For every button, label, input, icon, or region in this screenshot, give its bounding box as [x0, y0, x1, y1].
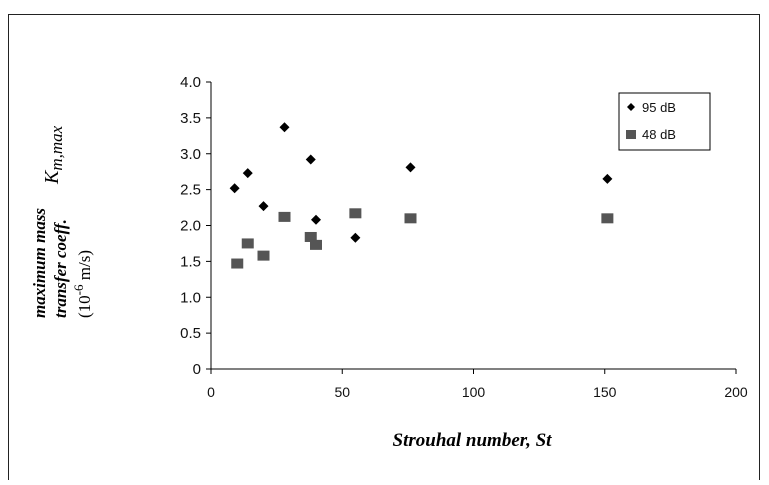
- data-point-95db: [405, 162, 416, 173]
- legend-square-marker: [626, 130, 636, 139]
- y-tick-label: 3.5: [180, 110, 201, 127]
- x-tick-label: 0: [207, 384, 215, 400]
- y-axis-title-symbol: Km,max: [41, 125, 66, 185]
- y-tick-label: 4.0: [180, 74, 201, 91]
- legend-diamond-marker: [627, 103, 635, 111]
- y-axis-title-line2: transfer coeff.: [51, 219, 70, 318]
- axes: [206, 81, 737, 374]
- data-point-48db: [404, 213, 417, 224]
- x-tick-label: 200: [724, 384, 748, 400]
- data-point-48db: [231, 258, 244, 269]
- data-point-95db: [279, 122, 290, 133]
- legend-box: [618, 92, 711, 151]
- y-tick-label: 2.0: [180, 218, 201, 235]
- legend: 95 dB 48 dB: [618, 92, 711, 151]
- data-point-48db: [601, 213, 614, 224]
- data-point-48db: [278, 211, 291, 222]
- y-axis-title: maximum mass transfer coeff. (10-6 m/s) …: [30, 125, 94, 318]
- y-tick-label: 3.0: [180, 146, 201, 163]
- data-point-95db: [242, 168, 253, 179]
- data-point-48db: [310, 239, 322, 250]
- y-tick-label: 1.5: [180, 253, 201, 270]
- tick-labels: 0 0.5 1.0 1.5 2.0 2.5 3.0 3.5 4.0 0 50 100 150 200: [180, 74, 748, 400]
- y-tick-label: 0.5: [180, 325, 201, 342]
- legend-label-95db: 95 dB: [642, 100, 676, 115]
- x-tick-label: 100: [462, 384, 486, 400]
- y-axis-title-line1: maximum mass: [30, 208, 49, 318]
- data-point-48db: [257, 250, 270, 261]
- data-point-95db: [229, 183, 240, 194]
- y-tick-label: 2.5: [180, 182, 201, 199]
- units-base: (10: [75, 295, 94, 318]
- y-axis-title-units: (10-6 m/s): [71, 250, 94, 318]
- data-point-95db: [350, 232, 361, 243]
- chart-frame: [8, 14, 760, 480]
- data-point-95db: [305, 154, 316, 165]
- symbol-subscript: m,max: [47, 125, 66, 170]
- y-tick-label: 1.0: [180, 289, 201, 306]
- units-suffix: m/s): [75, 250, 94, 284]
- x-tick-label: 150: [593, 384, 617, 400]
- data-point-48db: [241, 238, 254, 249]
- data-point-48db: [349, 208, 362, 219]
- x-tick-label: 50: [334, 384, 350, 400]
- data-points: [229, 122, 614, 269]
- data-point-95db: [258, 201, 269, 212]
- symbol-base: K: [41, 169, 63, 185]
- y-tick-label: 0: [193, 361, 201, 378]
- legend-label-48db: 48 dB: [642, 127, 676, 142]
- data-point-95db: [311, 214, 321, 225]
- x-axis-title: Strouhal number, St: [393, 430, 553, 451]
- data-point-48db: [304, 231, 317, 242]
- units-exponent: -6: [71, 284, 86, 295]
- data-point-95db: [602, 173, 613, 184]
